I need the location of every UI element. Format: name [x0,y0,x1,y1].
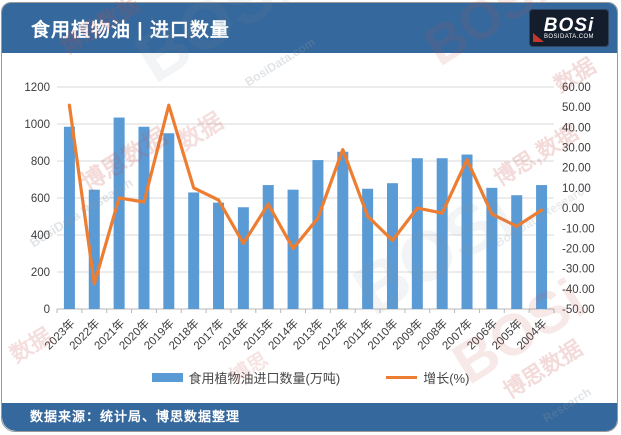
import-volume-chart: 0 200 400 600 800 1000 1200 60.00 50.00 40.00 30.0… [24,82,595,352]
svg-text:60.00: 60.00 [562,82,591,94]
svg-text:200: 200 [31,267,50,279]
logo-subtext: BOSIDATA.COM [544,33,594,40]
chart-header-bar: 食用植物油 | 进口数量 BOSi BOSIDATA.COM [2,3,617,53]
svg-text:50.00: 50.00 [562,102,591,114]
bars-series [63,117,548,310]
bar-2013年 [312,160,324,309]
logo-red-triangle-icon [533,33,544,42]
legend-line-swatch [386,375,418,379]
bar-2010年 [386,183,398,309]
legend-item-growth: 增长(%) [386,368,469,387]
bar-2012年 [337,151,349,309]
svg-text:0: 0 [44,304,50,316]
bar-2004年 [536,185,548,309]
data-source-bar: 数据来源：统计局、博思数据整理 [2,403,617,431]
svg-text:600: 600 [31,193,50,205]
bar-2007年 [461,154,473,309]
legend-bar-swatch [151,372,183,382]
bar-2018年 [188,192,200,309]
bar-2022年 [88,189,100,309]
bar-2015年 [262,185,274,309]
svg-text:-30.00: -30.00 [562,264,595,276]
svg-text:-50.00: -50.00 [562,304,595,316]
bar-2019年 [163,133,175,309]
svg-text:20.00: 20.00 [562,163,591,175]
chart-area: 0 200 400 600 800 1000 1200 60.00 50.00 40.00 30.0… [2,53,617,407]
svg-text:-20.00: -20.00 [562,243,595,255]
bar-2021年 [113,117,125,310]
page-title: 食用植物油 | 进口数量 [31,19,230,41]
logo-text: BOSi [543,14,595,36]
y-left-axis-labels: 0 200 400 600 800 1000 1200 [24,82,50,316]
svg-text:-10.00: -10.00 [562,223,595,235]
svg-text:1200: 1200 [24,82,50,94]
svg-text:400: 400 [31,230,50,242]
svg-text:10.00: 10.00 [562,183,591,195]
legend-bar-label: 食用植物油进口数量(万吨) [188,370,341,386]
legend-item-imports: 食用植物油进口数量(万吨) [151,368,341,387]
data-source-text: 数据来源：统计局、博思数据整理 [30,409,241,424]
x-axis-labels: 2023年2022年2021年2020年2019年2018年2017年2016年… [41,316,549,352]
bar-2005年 [511,195,523,309]
chart-legend: 食用植物油进口数量(万吨) 增长(%) [2,367,617,387]
bosi-logo: BOSi BOSIDATA.COM [529,9,609,47]
svg-text:800: 800 [31,156,50,168]
svg-text:30.00: 30.00 [562,143,591,155]
legend-line-label: 增长(%) [423,370,470,386]
bar-2017年 [213,202,225,309]
bar-2016年 [237,207,249,309]
svg-text:1000: 1000 [24,119,50,131]
bar-2008年 [436,158,448,309]
bar-2023年 [63,126,75,310]
y-right-axis-labels: 60.00 50.00 40.00 30.00 20.00 10.00 0.00 -10.00… [562,82,595,316]
bar-2011年 [362,188,374,309]
svg-text:40.00: 40.00 [562,122,591,134]
bar-2009年 [411,158,423,309]
svg-text:0.00: 0.00 [562,203,584,215]
bar-2020年 [138,126,150,310]
growth-line [67,103,544,286]
svg-text:-40.00: -40.00 [562,284,595,296]
bar-2006年 [486,187,498,309]
